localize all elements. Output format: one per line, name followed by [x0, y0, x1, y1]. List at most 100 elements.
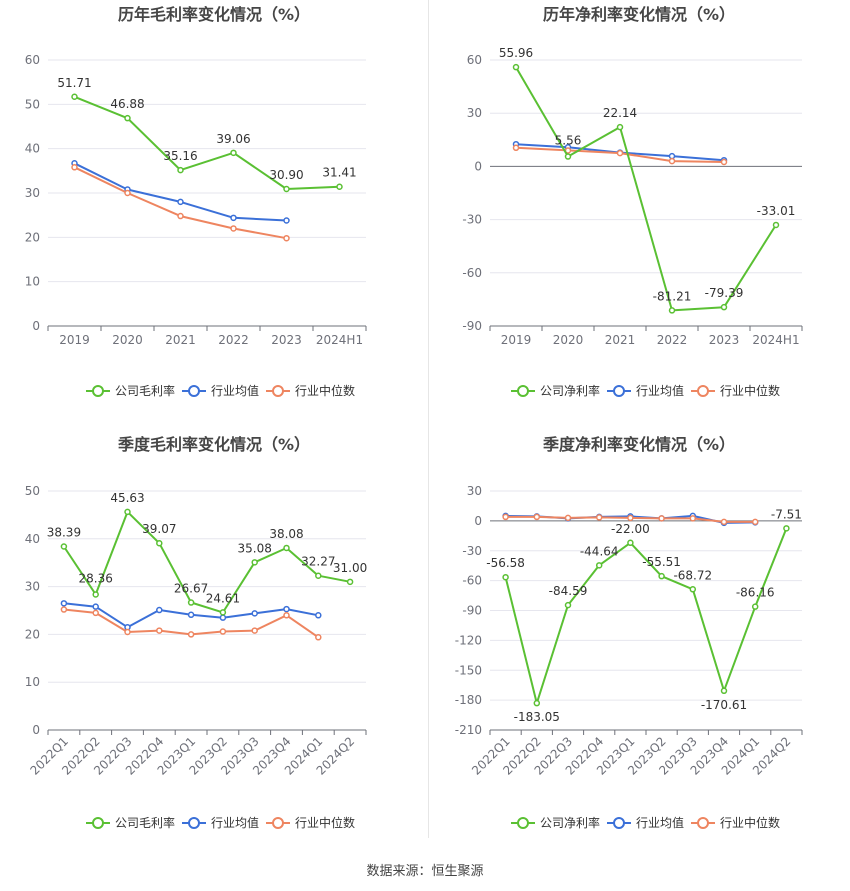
company-line [504, 528, 788, 705]
data-label: 55.96 [499, 46, 533, 60]
y-tick-label: 40 [25, 532, 40, 546]
y-tick-label: 40 [25, 142, 40, 156]
data-label: 38.08 [269, 527, 303, 541]
industry-median-point [658, 515, 665, 522]
company-point [627, 539, 634, 547]
legend-label: 行业均值 [211, 383, 259, 398]
industry-median-point [71, 164, 78, 171]
x-tick-label: 2023 [271, 333, 302, 347]
company-point [156, 539, 163, 547]
industry-average-point [177, 198, 184, 206]
legend-marker [272, 385, 284, 397]
company-point [177, 166, 184, 174]
chart-title: 季度净利率变化情况（%） [542, 435, 735, 454]
industry-median-point [720, 518, 728, 526]
y-tick-label: 20 [25, 627, 40, 641]
industry-median-point [219, 628, 227, 635]
legend-item-industry-median: 行业中位数 [691, 383, 780, 398]
legend-label: 行业中位数 [295, 383, 355, 398]
company-line [63, 510, 351, 614]
y-tick-label: -30 [462, 213, 482, 227]
company-point [251, 559, 258, 566]
company-point [283, 185, 290, 193]
company-point [512, 63, 520, 71]
y-tick-label: 0 [474, 159, 482, 173]
data-label: 22.14 [603, 106, 637, 120]
company-line [515, 66, 777, 312]
data-label: -86.16 [736, 586, 775, 600]
y-tick-label: -90 [462, 604, 482, 618]
legend-marker [188, 817, 200, 829]
industry-average-point [156, 606, 163, 614]
legend-label: 行业中位数 [720, 815, 780, 830]
industry-median-point [616, 149, 624, 157]
legend-item-company: 公司毛利率 [86, 815, 175, 830]
company-point [616, 123, 624, 131]
company-point [124, 114, 131, 122]
data-label: -22.00 [611, 522, 650, 536]
x-tick-label: 2024H1 [752, 333, 799, 347]
company-point [689, 586, 697, 593]
y-tick-label: 0 [32, 319, 40, 333]
legend-marker [697, 817, 709, 829]
company-point [595, 562, 603, 569]
industry-median-point [60, 606, 68, 613]
y-tick-label: -120 [455, 633, 482, 647]
industry-median-point [230, 225, 237, 232]
company-point [187, 599, 195, 606]
x-tick-label: 2022 [218, 333, 249, 347]
x-tick-label: 2019 [501, 333, 532, 347]
industry-average-point [230, 214, 237, 222]
data-label: -56.58 [486, 556, 525, 570]
data-label: 35.16 [163, 149, 197, 163]
industry-average-point [187, 611, 195, 619]
data-label: -68.72 [673, 568, 712, 582]
annual-net-margin-chart: 历年净利率变化情况（%） -90 -60 -30 0 30 60 2019 2020 2021 20… [462, 5, 803, 398]
legend-item-industry-average: 行业均值 [607, 383, 684, 398]
legend-item-industry-median: 行业中位数 [691, 815, 780, 830]
data-label: -84.59 [549, 584, 588, 598]
legend-item-industry-average: 行业均值 [182, 383, 259, 398]
industry-median-point [595, 514, 603, 521]
industry-median-point [533, 513, 541, 521]
x-tick-label: 2023 [709, 333, 740, 347]
industry-average-point [219, 614, 227, 621]
data-label: 46.88 [110, 97, 144, 111]
legend-marker [517, 385, 529, 397]
industry-median-point [315, 634, 322, 641]
y-tick-label: 50 [25, 97, 40, 111]
industry-median-point [502, 513, 509, 521]
y-tick-label: -60 [462, 574, 482, 588]
legend-label: 公司净利率 [540, 815, 600, 830]
company-point [502, 573, 509, 581]
industry-average-point [283, 605, 290, 613]
legend-marker [272, 817, 284, 829]
y-tick-label: 0 [474, 514, 482, 528]
company-point [772, 221, 780, 229]
data-label: 31.00 [333, 561, 367, 575]
industry-average-point [283, 217, 290, 224]
legend-label: 公司毛利率 [115, 815, 175, 830]
industry-median-point [512, 144, 520, 152]
y-tick-label: 30 [25, 580, 40, 594]
x-tick-label: 2021 [165, 333, 196, 347]
industry-median-point [124, 628, 131, 636]
legend-label: 行业均值 [211, 815, 259, 830]
industry-average-point [92, 603, 99, 610]
y-tick-label: -60 [462, 266, 482, 280]
company-point [283, 544, 290, 552]
data-label: -44.64 [580, 544, 619, 558]
industry-average-point [315, 612, 322, 619]
y-tick-label: 20 [25, 230, 40, 244]
industry-median-point [124, 189, 131, 197]
company-point [315, 572, 322, 579]
x-tick-label: 2020 [112, 333, 143, 347]
y-tick-label: -210 [455, 723, 482, 737]
data-label: 5.56 [555, 134, 582, 148]
company-point [564, 601, 572, 609]
y-tick-label: 30 [25, 186, 40, 200]
data-label: 45.63 [110, 491, 144, 505]
legend-marker [697, 385, 709, 397]
data-source: 数据来源：恒生聚源 [366, 864, 484, 879]
company-point [71, 93, 78, 101]
